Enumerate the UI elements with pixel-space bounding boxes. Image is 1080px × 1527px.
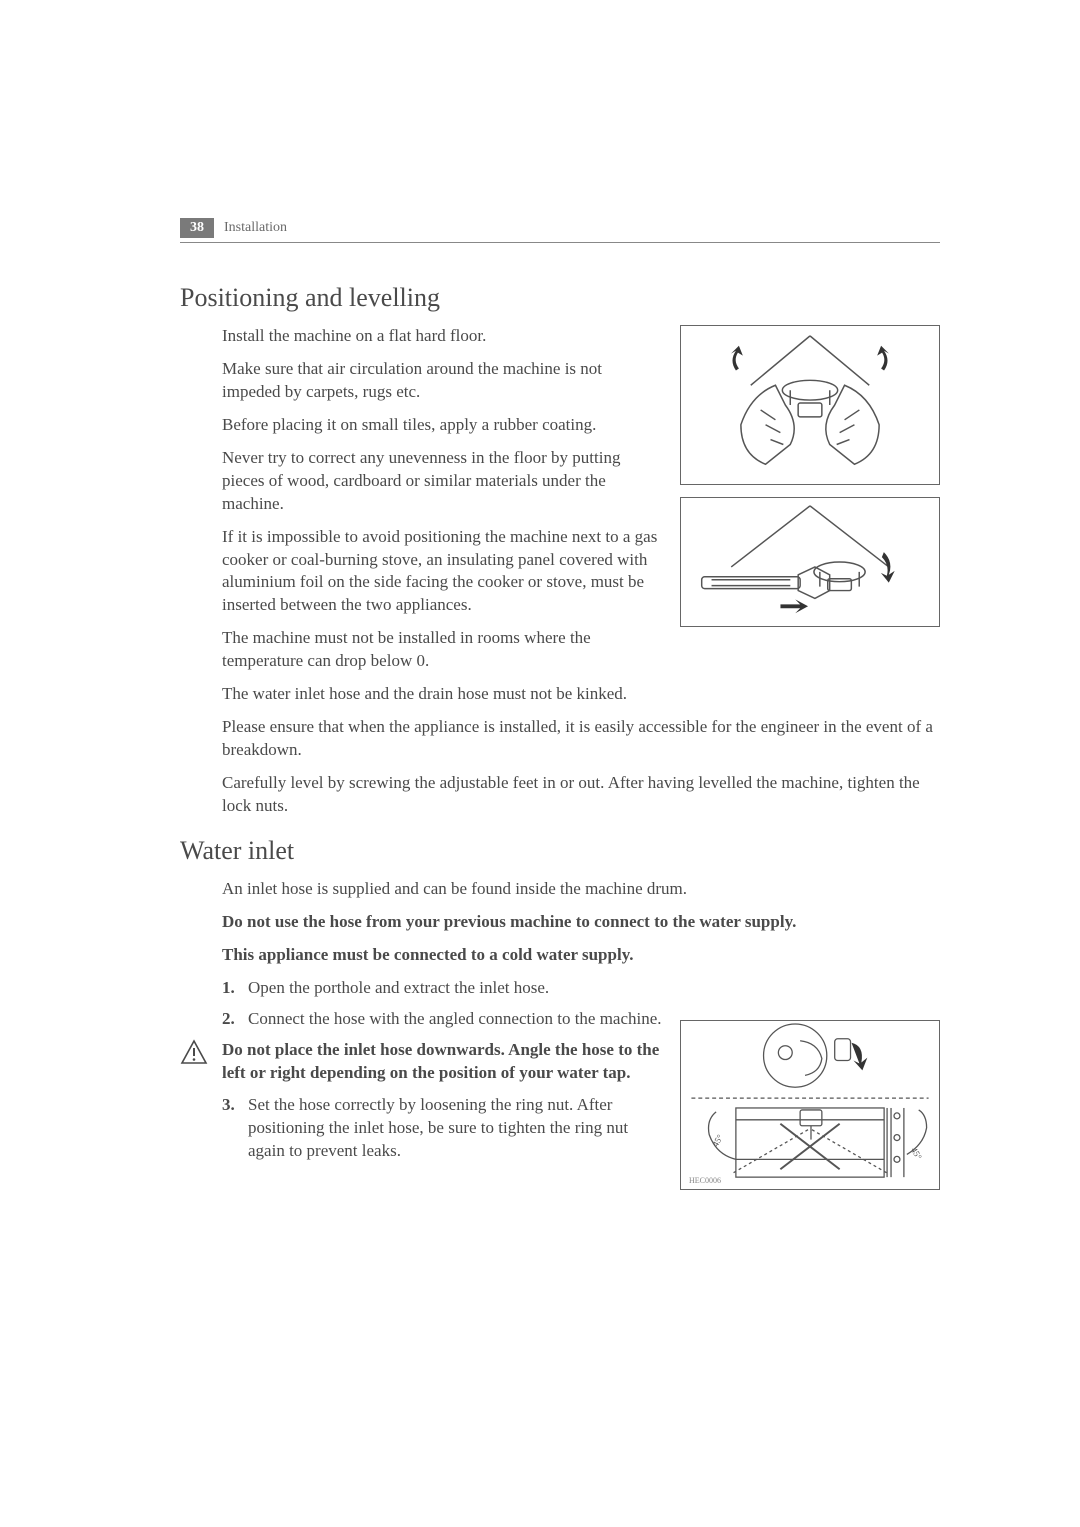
- step-2-num: 2.: [222, 1008, 248, 1031]
- section1-illustrations: [680, 325, 940, 716]
- heading-water-inlet: Water inlet: [180, 836, 940, 866]
- para-rubber-coating: Before placing it on small tiles, apply …: [222, 414, 664, 437]
- section2-lower-text: 2. Connect the hose with the angled conn…: [222, 1008, 664, 1190]
- para-cold-water: This appliance must be connected to a co…: [222, 944, 940, 967]
- page-header: 38 Installation: [180, 218, 940, 243]
- illustration-hose-angle: 45° 45° HEC0006: [680, 1020, 940, 1190]
- step-3-text: Set the hose correctly by loosening the …: [248, 1094, 664, 1163]
- step-1: 1. Open the porthole and extract the inl…: [222, 977, 940, 1000]
- warning-triangle-icon: [180, 1039, 208, 1085]
- para-inlet-supplied: An inlet hose is supplied and can be fou…: [222, 878, 940, 901]
- angle-label-right: 45°: [909, 1145, 924, 1161]
- warning-text: Do not place the inlet hose downwards. A…: [222, 1039, 664, 1085]
- illustration-spanner-foot: [680, 497, 940, 627]
- page-content: 38 Installation Positioning and levellin…: [180, 218, 940, 1190]
- para-no-wood: Never try to correct any unevenness in t…: [222, 447, 664, 516]
- para-do-not-use-old-hose: Do not use the hose from your previous m…: [222, 911, 940, 934]
- angle-label-left: 45°: [710, 1132, 725, 1148]
- page-number-box: 38: [180, 218, 214, 238]
- warning-block: Do not place the inlet hose downwards. A…: [180, 1039, 664, 1085]
- illustration-levelling-hands: [680, 325, 940, 485]
- illustration-code: HEC0006: [689, 1176, 721, 1185]
- step-2: 2. Connect the hose with the angled conn…: [222, 1008, 664, 1031]
- step-3-num: 3.: [222, 1094, 248, 1163]
- step-1-text: Open the porthole and extract the inlet …: [248, 977, 549, 1000]
- para-gas-cooker: If it is impossible to avoid positioning…: [222, 526, 664, 618]
- para-accessible: Please ensure that when the appliance is…: [222, 716, 940, 762]
- step-3: 3. Set the hose correctly by loosening t…: [222, 1094, 664, 1163]
- para-air-circulation: Make sure that air circulation around th…: [222, 358, 664, 404]
- section1-text-column: Install the machine on a flat hard floor…: [222, 325, 664, 716]
- section1-body: Install the machine on a flat hard floor…: [222, 325, 940, 818]
- para-level-feet: Carefully level by screwing the adjustab…: [222, 772, 940, 818]
- para-hose-kinked: The water inlet hose and the drain hose …: [222, 683, 664, 706]
- step-2-text: Connect the hose with the angled connect…: [248, 1008, 662, 1031]
- para-temperature: The machine must not be installed in roo…: [222, 627, 664, 673]
- section2-body: An inlet hose is supplied and can be fou…: [222, 878, 940, 1190]
- step-1-num: 1.: [222, 977, 248, 1000]
- para-install-floor: Install the machine on a flat hard floor…: [222, 325, 664, 348]
- section2-illustration-col: 45° 45° HEC0006: [680, 1008, 940, 1190]
- heading-positioning: Positioning and levelling: [180, 283, 940, 313]
- section-label: Installation: [224, 220, 287, 236]
